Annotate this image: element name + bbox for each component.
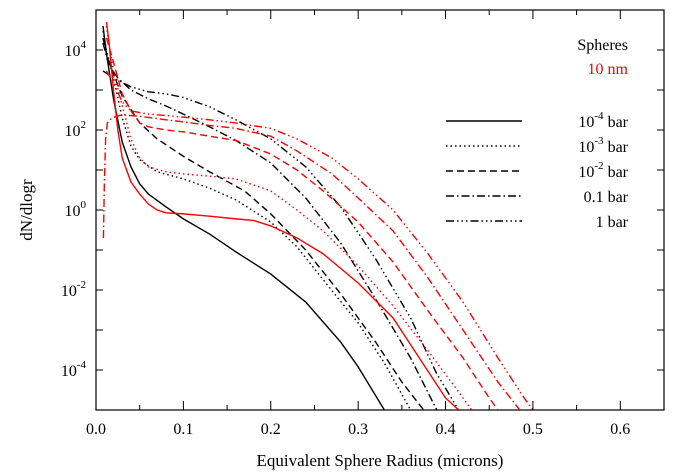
y-tick-label: 100 [65, 199, 87, 220]
x-axis-label: Equivalent Sphere Radius (microns) [257, 451, 504, 470]
legend-label: 10-3 bar [578, 135, 628, 156]
y-tick-label: 104 [65, 39, 87, 60]
x-tick-label: 0.2 [261, 421, 281, 438]
series-line-2 [102, 30, 412, 410]
legend-label: 0.1 bar [584, 189, 629, 206]
series-line-9 [102, 114, 521, 410]
x-tick-label: 0.4 [436, 421, 456, 438]
x-tick-label: 0.5 [523, 421, 543, 438]
legend-title: Spheres [577, 37, 628, 54]
series-line-1 [102, 25, 385, 410]
x-tick-label: 0.0 [86, 421, 106, 438]
series-line-8 [105, 37, 499, 410]
legend-subtitle: 10 nm [588, 61, 629, 78]
legend-label: 1 bar [596, 214, 629, 231]
series-line-7 [105, 25, 473, 410]
legend-label: 10-4 bar [578, 110, 628, 131]
series-line-4 [102, 42, 438, 410]
y-tick-label: 102 [65, 119, 87, 140]
series-line-10 [105, 70, 534, 410]
y-axis-label: dN/dlogr [17, 179, 36, 241]
plot-frame [95, 9, 665, 411]
y-tick-label: 10-4 [61, 359, 87, 380]
legend-label: 10-2 bar [578, 160, 628, 181]
series-line-6 [105, 21, 460, 410]
x-tick-label: 0.1 [173, 421, 193, 438]
y-tick-label: 10-2 [61, 279, 86, 300]
series-line-5 [102, 70, 460, 410]
x-tick-label: 0.3 [348, 421, 368, 438]
x-tick-label: 0.6 [610, 421, 630, 438]
series-line-3 [102, 37, 425, 410]
